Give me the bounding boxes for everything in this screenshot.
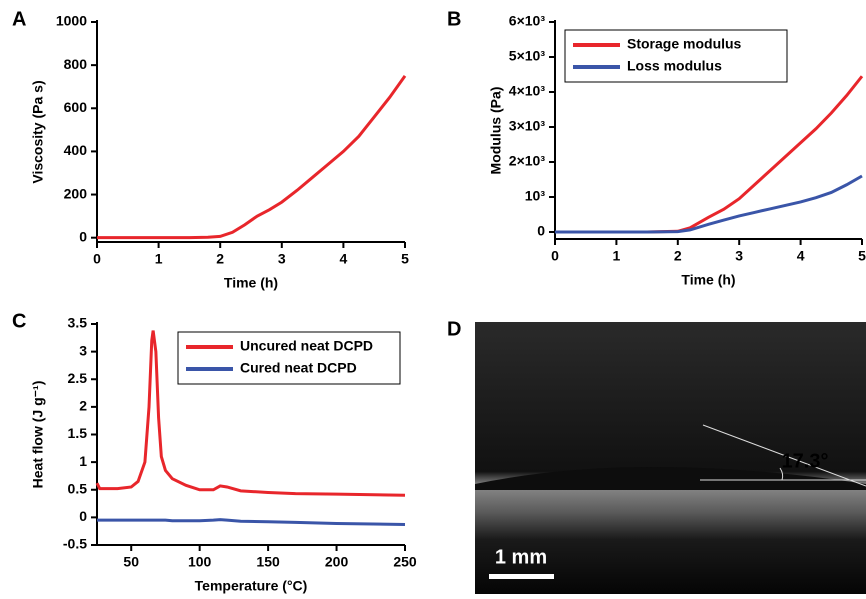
- scale-label: 1 mm: [495, 546, 547, 568]
- panel-letter: A: [12, 8, 26, 30]
- angle-arc: [779, 467, 784, 481]
- x-tick-label: 0: [551, 248, 559, 264]
- x-axis-label: Time (h): [681, 272, 735, 288]
- data-line: [555, 75, 864, 234]
- y-tick-label: 5×10³: [509, 48, 546, 64]
- y-tick-label: 0: [79, 508, 87, 524]
- y-tick-label: 800: [64, 56, 88, 72]
- panel-letter: C: [12, 310, 26, 332]
- x-tick-label: 3: [278, 251, 286, 267]
- legend-label: Loss modulus: [627, 58, 722, 74]
- x-axis-label: Time (h): [224, 275, 278, 291]
- x-tick-label: 5: [401, 251, 409, 267]
- x-tick-label: 100: [188, 554, 212, 570]
- y-axis-label: Viscosity (Pa s): [30, 80, 46, 183]
- droplet: [475, 467, 866, 490]
- x-tick-label: 50: [123, 554, 139, 570]
- x-tick-label: 4: [340, 251, 348, 267]
- x-tick-label: 0: [93, 251, 101, 267]
- scale-bar: [489, 574, 554, 579]
- y-tick-label: 2: [79, 398, 87, 414]
- y-tick-label: 400: [64, 142, 88, 158]
- y-tick-label: 6×10³: [509, 13, 546, 29]
- x-tick-label: 4: [797, 248, 805, 264]
- x-tick-label: 250: [393, 554, 417, 570]
- data-line: [95, 330, 406, 497]
- data-line: [555, 174, 863, 234]
- x-tick-label: 1: [613, 248, 621, 264]
- y-tick-label: 0: [79, 228, 87, 244]
- y-tick-label: 3: [79, 342, 87, 358]
- x-tick-label: 3: [735, 248, 743, 264]
- x-axis-label: Temperature (°C): [195, 578, 308, 594]
- data-line: [97, 75, 407, 240]
- x-tick-label: 2: [216, 251, 224, 267]
- tangent: [702, 424, 866, 487]
- y-tick-label: 0: [537, 223, 545, 239]
- y-tick-label: 1000: [56, 13, 87, 29]
- y-tick-label: 10³: [525, 188, 546, 204]
- y-tick-label: 4×10³: [509, 83, 546, 99]
- x-tick-label: 1: [155, 251, 163, 267]
- y-tick-label: -0.5: [63, 536, 87, 552]
- photo: [475, 322, 866, 594]
- legend-label: Cured neat DCPD: [240, 360, 357, 376]
- legend-label: Storage modulus: [627, 36, 742, 52]
- legend-box: [564, 29, 788, 83]
- y-tick-label: 1: [79, 453, 87, 469]
- y-axis-label: Modulus (Pa): [488, 87, 504, 175]
- y-tick-label: 3×10³: [509, 118, 546, 134]
- panel-letter: B: [447, 8, 461, 30]
- y-tick-label: 200: [64, 185, 88, 201]
- y-tick-label: 2×10³: [509, 153, 546, 169]
- y-tick-label: 600: [64, 99, 88, 115]
- photo-panel: 17.3° 1 mm D: [447, 318, 866, 594]
- x-tick-label: 2: [674, 248, 682, 264]
- legend-label: Uncured neat DCPD: [240, 338, 373, 354]
- y-axis-label: Heat flow (J g⁻¹): [30, 381, 46, 489]
- data-line: [97, 518, 406, 527]
- y-tick-label: 2.5: [68, 370, 88, 386]
- legend-box: [177, 331, 401, 385]
- panel-letter: D: [447, 318, 461, 340]
- y-tick-label: 3.5: [68, 315, 88, 331]
- x-tick-label: 200: [325, 554, 349, 570]
- y-tick-label: 1.5: [68, 425, 88, 441]
- x-tick-label: 150: [256, 554, 280, 570]
- angle-label: 17.3°: [782, 450, 829, 472]
- x-tick-label: 5: [858, 248, 866, 264]
- y-tick-label: 0.5: [68, 480, 88, 496]
